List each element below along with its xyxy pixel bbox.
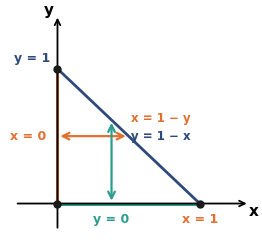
Text: x = 1: x = 1	[182, 213, 218, 226]
Text: x = 0: x = 0	[10, 130, 46, 143]
Text: y = 0: y = 0	[94, 213, 130, 226]
Text: x: x	[249, 204, 259, 219]
Text: x = 1 − y: x = 1 − y	[132, 112, 191, 125]
Text: y: y	[44, 3, 54, 18]
Text: y = 1: y = 1	[14, 52, 50, 65]
Text: y = 1 − x: y = 1 − x	[132, 130, 191, 143]
